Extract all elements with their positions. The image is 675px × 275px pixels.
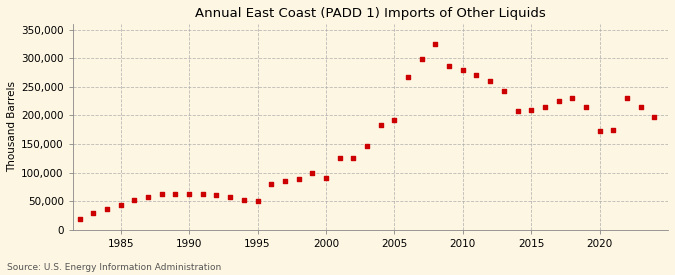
Point bbox=[157, 192, 167, 197]
Point bbox=[430, 42, 441, 46]
Point bbox=[115, 203, 126, 207]
Point bbox=[389, 118, 400, 122]
Point bbox=[635, 104, 646, 109]
Point bbox=[554, 99, 564, 103]
Point bbox=[74, 217, 85, 222]
Point bbox=[129, 198, 140, 202]
Point bbox=[238, 198, 249, 202]
Point bbox=[279, 179, 290, 183]
Point bbox=[443, 64, 454, 68]
Point bbox=[348, 156, 358, 161]
Point bbox=[622, 96, 632, 100]
Point bbox=[375, 123, 386, 127]
Point bbox=[649, 115, 659, 119]
Point bbox=[539, 104, 550, 109]
Point bbox=[170, 192, 181, 197]
Point bbox=[471, 73, 482, 78]
Point bbox=[307, 170, 318, 175]
Point bbox=[225, 194, 236, 199]
Point bbox=[88, 210, 99, 215]
Point bbox=[334, 156, 345, 161]
Point bbox=[594, 129, 605, 134]
Point bbox=[184, 192, 194, 197]
Point bbox=[526, 108, 537, 112]
Text: Source: U.S. Energy Information Administration: Source: U.S. Energy Information Administ… bbox=[7, 263, 221, 272]
Y-axis label: Thousand Barrels: Thousand Barrels bbox=[7, 81, 17, 172]
Point bbox=[567, 96, 578, 100]
Point bbox=[485, 79, 495, 83]
Point bbox=[362, 144, 373, 148]
Point bbox=[252, 199, 263, 204]
Point bbox=[608, 128, 619, 132]
Point bbox=[458, 67, 468, 72]
Point bbox=[403, 75, 414, 79]
Point bbox=[498, 89, 509, 94]
Point bbox=[266, 182, 277, 186]
Point bbox=[293, 177, 304, 182]
Point bbox=[512, 109, 523, 114]
Point bbox=[416, 57, 427, 62]
Point bbox=[142, 194, 153, 199]
Point bbox=[211, 193, 222, 198]
Point bbox=[580, 104, 591, 109]
Point bbox=[101, 207, 112, 211]
Point bbox=[197, 192, 208, 196]
Point bbox=[321, 176, 331, 180]
Title: Annual East Coast (PADD 1) Imports of Other Liquids: Annual East Coast (PADD 1) Imports of Ot… bbox=[195, 7, 546, 20]
